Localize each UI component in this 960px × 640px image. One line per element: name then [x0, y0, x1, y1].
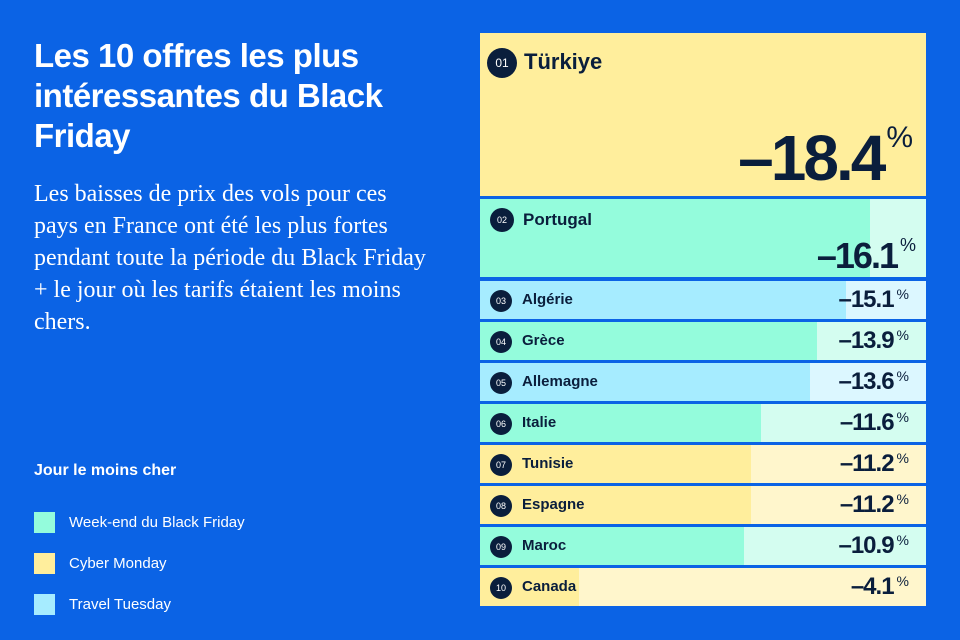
- country-label: Maroc: [522, 537, 567, 554]
- bar-row: 07 Tunisie –11.2%: [480, 445, 926, 483]
- value-number: –11.6: [839, 409, 895, 436]
- country-label: Italie: [522, 414, 557, 431]
- value-label: –4.1%: [850, 573, 909, 601]
- bar-row: 09 Maroc –10.9%: [480, 527, 926, 565]
- rank-badge: 05: [490, 372, 512, 394]
- value-label: –11.2%: [839, 491, 909, 519]
- bar-row: 06 Italie –11.6%: [480, 404, 926, 442]
- percent-sign: %: [899, 235, 916, 255]
- bar-row: 04 Grèce –13.9%: [480, 322, 926, 360]
- legend-item: Travel Tuesday: [34, 584, 245, 625]
- bar: [480, 486, 752, 524]
- percent-sign: %: [896, 450, 909, 466]
- legend-label: Travel Tuesday: [69, 596, 171, 613]
- rank-badge: 08: [490, 495, 512, 517]
- bar-row: 01 Türkiye –18.4%: [480, 33, 926, 196]
- rank-badge: 07: [490, 454, 512, 476]
- rank-badge: 02: [490, 208, 514, 232]
- bar: [480, 445, 752, 483]
- value-label: –10.9%: [838, 532, 909, 560]
- percent-sign: %: [896, 327, 909, 343]
- bar-row: 10 Canada –4.1%: [480, 568, 926, 606]
- rank-badge: 04: [490, 331, 512, 353]
- legend-title: Jour le moins cher: [34, 462, 177, 479]
- bar-row: 08 Espagne –11.2%: [480, 486, 926, 524]
- legend-swatch: [34, 512, 55, 533]
- value-number: –16.1: [816, 235, 899, 276]
- bar-row: 03 Algérie –15.1%: [480, 281, 926, 319]
- value-label: –13.6%: [838, 368, 909, 396]
- percent-sign: %: [896, 532, 909, 548]
- percent-sign: %: [896, 491, 909, 507]
- value-label: –11.6%: [839, 409, 909, 437]
- legend-swatch: [34, 553, 55, 574]
- value-label: –16.1%: [816, 235, 916, 277]
- page-title: Les 10 offres les plus intéressantes du …: [34, 37, 383, 154]
- chart: 01 Türkiye –18.4% 02 Portugal –16.1% 03 …: [480, 33, 926, 608]
- value-number: –18.4: [738, 122, 886, 194]
- value-label: –18.4%: [738, 121, 913, 195]
- legend-item: Cyber Monday: [34, 543, 245, 584]
- legend-label: Week-end du Black Friday: [69, 514, 245, 531]
- percent-sign: %: [886, 121, 913, 154]
- percent-sign: %: [896, 286, 909, 302]
- country-label: Allemagne: [522, 373, 598, 390]
- country-label: Espagne: [522, 496, 585, 513]
- rank-badge: 06: [490, 413, 512, 435]
- bar-row: 02 Portugal –16.1%: [480, 199, 926, 277]
- rank-badge: 03: [490, 290, 512, 312]
- bar: [480, 199, 871, 277]
- bar: [480, 363, 810, 401]
- country-label: Canada: [522, 578, 577, 595]
- legend-swatch: [34, 594, 55, 615]
- country-label: Türkiye: [524, 49, 603, 74]
- country-label: Tunisie: [522, 455, 574, 472]
- country-label: Grèce: [522, 332, 565, 349]
- rank-badge: 01: [487, 48, 517, 78]
- value-number: –13.6: [838, 368, 894, 395]
- percent-sign: %: [896, 573, 909, 589]
- value-number: –10.9: [838, 532, 894, 559]
- value-number: –4.1: [850, 573, 895, 600]
- bar: [480, 281, 846, 319]
- country-label: Algérie: [522, 291, 573, 308]
- value-label: –15.1%: [838, 286, 909, 314]
- legend-label: Cyber Monday: [69, 555, 167, 572]
- subtitle: Les baisses de prix des vols pour ces pa…: [34, 181, 426, 335]
- value-label: –13.9%: [838, 327, 909, 355]
- bar: [480, 404, 762, 442]
- rank-badge: 10: [490, 577, 512, 599]
- value-number: –11.2: [839, 491, 895, 518]
- percent-sign: %: [896, 409, 909, 425]
- legend: Jour le moins cher Week-end du Black Fri…: [34, 462, 245, 625]
- bar: [480, 527, 745, 565]
- percent-sign: %: [896, 368, 909, 384]
- bar: [480, 33, 926, 196]
- country-label: Portugal: [523, 210, 592, 229]
- legend-item: Week-end du Black Friday: [34, 502, 245, 543]
- value-number: –13.9: [838, 327, 894, 354]
- value-number: –15.1: [838, 286, 894, 313]
- bar: [480, 322, 817, 360]
- value-label: –11.2%: [839, 450, 909, 478]
- rank-badge: 09: [490, 536, 512, 558]
- value-number: –11.2: [839, 450, 895, 477]
- bar-row: 05 Allemagne –13.6%: [480, 363, 926, 401]
